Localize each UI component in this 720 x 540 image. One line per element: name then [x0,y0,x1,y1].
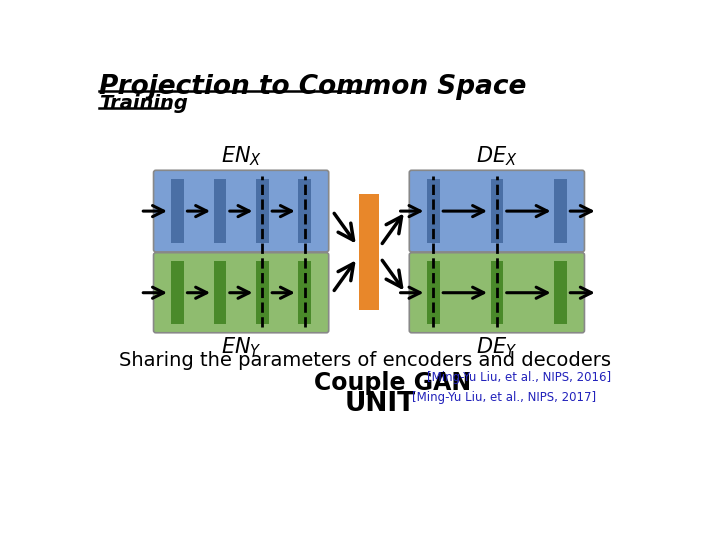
Bar [427,179,439,244]
Bar [490,261,503,325]
FancyBboxPatch shape [409,253,585,333]
Bar [214,179,226,244]
Bar [171,261,184,325]
Text: $DE_Y$: $DE_Y$ [477,335,518,359]
Bar [256,261,269,325]
Bar [256,179,269,244]
Bar [427,261,439,325]
Text: Projection to Common Space: Projection to Common Space [99,74,526,100]
Bar [490,179,503,244]
Text: UNIT: UNIT [345,392,416,417]
Bar [359,194,379,309]
Bar [171,179,184,244]
Bar [299,261,311,325]
Text: Sharing the parameters of encoders and decoders: Sharing the parameters of encoders and d… [119,351,611,370]
FancyBboxPatch shape [409,170,585,252]
Text: Training: Training [99,94,188,113]
FancyBboxPatch shape [153,170,329,252]
Text: [Ming-Yu Liu, et al., NIPS, 2017]: [Ming-Yu Liu, et al., NIPS, 2017] [412,392,595,404]
Bar [299,179,311,244]
FancyBboxPatch shape [153,253,329,333]
Text: $DE_X$: $DE_X$ [476,144,518,168]
Bar [554,179,567,244]
Text: $EN_Y$: $EN_Y$ [221,335,261,359]
Text: [Ming-Yu Liu, et al., NIPS, 2016]: [Ming-Yu Liu, et al., NIPS, 2016] [427,372,611,384]
Text: Couple GAN: Couple GAN [314,372,471,395]
Bar [554,261,567,325]
Bar [214,261,226,325]
Text: $EN_X$: $EN_X$ [220,144,261,168]
